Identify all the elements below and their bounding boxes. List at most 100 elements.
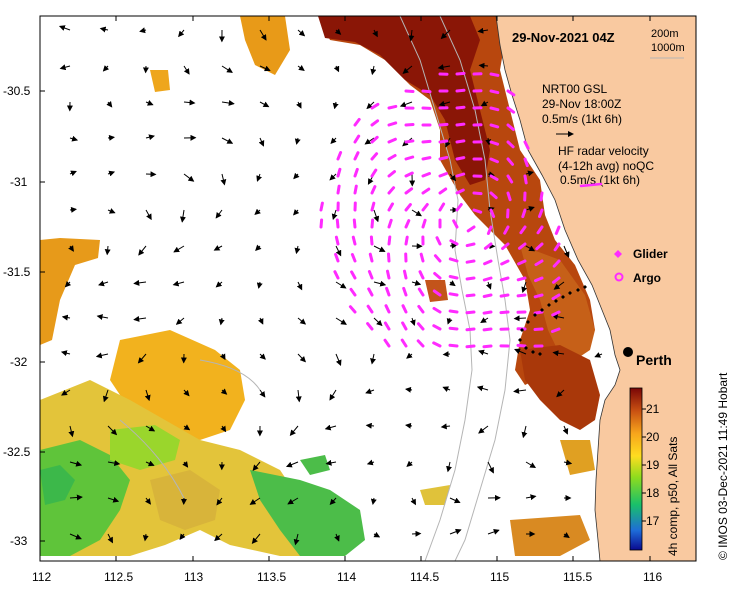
hf-radar-arrow <box>499 310 510 315</box>
hf-radar-arrow <box>438 172 448 178</box>
hf-radar-arrow <box>368 252 374 263</box>
hf-radar-arrow <box>418 270 425 280</box>
current-arrow <box>325 459 337 466</box>
colorbar-tick-label: 17 <box>646 514 660 528</box>
hf-radar-arrow <box>351 235 357 246</box>
current-arrow <box>366 101 375 110</box>
x-tick-label: 112.5 <box>104 570 133 584</box>
hf-radar-arrow <box>455 122 466 127</box>
current-arrow <box>259 65 271 72</box>
current-arrow <box>61 389 71 396</box>
hf-radar-arrow <box>348 305 357 314</box>
hf-radar-arrow <box>538 208 544 218</box>
current-arrow <box>477 27 489 34</box>
hf-radar-arrow <box>455 156 466 161</box>
current-arrow <box>69 460 83 467</box>
hf-radar-arrow <box>482 293 493 298</box>
hf-radar-arrow <box>334 252 340 263</box>
hf-radar-arrow <box>486 225 493 235</box>
current-arrow <box>258 137 265 147</box>
current-arrow <box>334 28 342 35</box>
hf-radar-arrow <box>482 310 493 315</box>
land-western-australia <box>495 16 696 561</box>
hf-radar-arrow <box>465 327 476 332</box>
hf-radar-arrow <box>483 259 493 266</box>
current-arrow <box>324 424 337 431</box>
hf-radar-arrow <box>404 235 409 246</box>
current-arrow <box>102 65 110 72</box>
current-arrow <box>139 27 147 34</box>
current-arrow <box>68 425 75 438</box>
current-arrow <box>449 280 456 287</box>
map-datetime: 29-Nov-2021 04Z <box>512 30 615 45</box>
current-arrow <box>137 353 147 364</box>
y-tick-label: -32.5 <box>3 445 31 459</box>
hf-radar-arrow <box>448 257 459 263</box>
hf-radar-arrow <box>319 218 324 229</box>
hf-radar-arrow <box>387 186 396 195</box>
hf-radar-arrow <box>333 270 340 280</box>
current-arrow <box>144 389 151 402</box>
hf-radar-arrow <box>432 306 442 314</box>
hf-radar-arrow <box>404 219 411 229</box>
colorbar-label: 4h comp, p50, All Sats <box>666 437 680 556</box>
hf-scale-arrow <box>579 182 603 188</box>
glider-position <box>583 285 587 289</box>
current-arrow <box>107 533 113 544</box>
hf-radar-arrow <box>366 322 374 331</box>
current-arrow <box>563 532 570 538</box>
hf-radar-arrow <box>336 167 342 178</box>
hf-radar-arrow <box>489 174 499 181</box>
hf-radar-arrow <box>367 270 374 280</box>
current-arrow <box>106 101 113 108</box>
current-arrow <box>249 497 261 505</box>
current-arrow <box>437 64 451 71</box>
hf-radar-arrow <box>506 89 516 97</box>
current-arrow <box>370 65 377 76</box>
current-arrow <box>449 528 462 535</box>
current-arrow <box>445 137 451 148</box>
current-arrow <box>107 460 121 467</box>
x-tick-label: 115 <box>490 570 509 584</box>
current-arrow <box>563 459 573 466</box>
hf-radar-arrow <box>383 338 391 348</box>
current-arrow <box>294 245 301 255</box>
current-arrow <box>553 281 565 290</box>
current-arrow <box>64 280 72 288</box>
hf-radar-arrow <box>552 259 561 268</box>
current-arrow <box>145 209 152 221</box>
current-arrow <box>438 100 451 107</box>
current-arrow <box>293 533 300 546</box>
current-arrow <box>259 353 266 360</box>
hf-radar-arrow <box>387 154 397 161</box>
hf-radar-arrow <box>438 155 449 161</box>
x-tick-label: 116 <box>643 570 662 584</box>
current-arrow <box>58 25 71 31</box>
hf-legend-scale: 0.5m/s (1kt 6h) <box>560 173 640 187</box>
x-tick-label: 115.5 <box>563 570 592 584</box>
current-arrow <box>182 461 189 468</box>
current-arrow <box>183 389 190 397</box>
current-arrow <box>107 208 116 214</box>
hf-radar-arrow <box>489 72 500 77</box>
hf-radar-arrow <box>465 310 476 315</box>
hf-radar-arrow <box>519 225 527 235</box>
hf-radar-arrow <box>370 168 378 178</box>
current-arrow <box>373 209 380 223</box>
current-arrow <box>259 389 266 398</box>
hf-radar-arrow <box>421 218 427 229</box>
hf-radar-arrow <box>465 259 476 264</box>
hf-radar-arrow <box>465 293 476 298</box>
hf-radar-arrow <box>506 191 512 202</box>
current-arrow <box>252 461 261 471</box>
hf-radar-arrow <box>535 242 544 251</box>
hf-radar-arrow <box>421 89 432 94</box>
current-arrow <box>183 65 190 75</box>
current-arrow <box>172 280 185 287</box>
current-arrow <box>256 281 263 289</box>
current-arrow <box>329 389 337 401</box>
current-arrow <box>285 461 299 468</box>
hf-radar-arrow <box>455 139 466 144</box>
current-arrow <box>406 352 413 359</box>
hf-radar-arrow <box>401 304 408 314</box>
